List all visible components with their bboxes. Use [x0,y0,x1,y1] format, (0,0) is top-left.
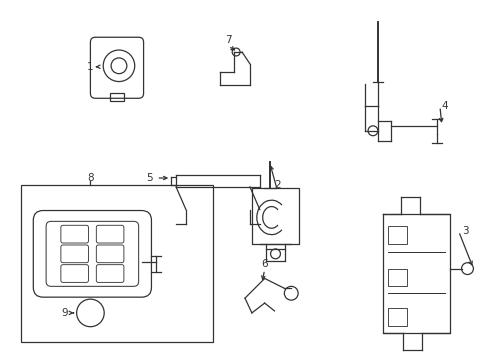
Text: 7: 7 [224,35,231,45]
Text: 9: 9 [61,308,68,318]
Text: 2: 2 [274,180,280,190]
Bar [387,269,407,286]
Text: 5: 5 [146,173,152,183]
Text: 4: 4 [441,101,447,111]
Bar [387,226,407,244]
Text: 6: 6 [261,259,267,269]
Text: 3: 3 [461,226,468,236]
Bar [21,185,213,342]
Text: 1: 1 [87,62,94,72]
Bar [110,93,123,101]
Text: 8: 8 [87,173,94,183]
Bar [387,308,407,326]
